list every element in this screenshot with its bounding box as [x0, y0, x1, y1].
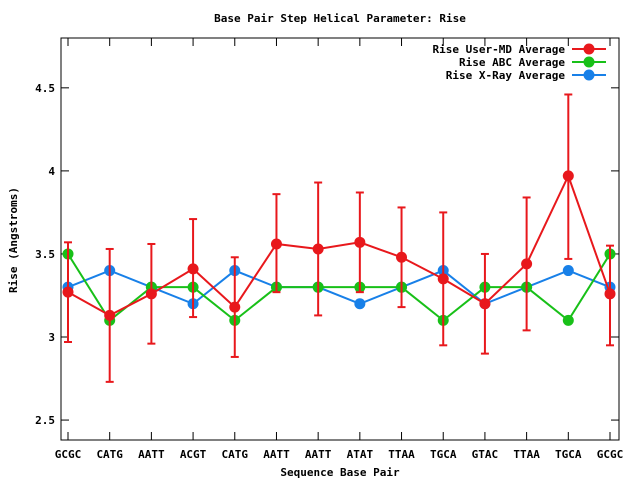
- data-point: [604, 288, 616, 300]
- data-point: [396, 251, 408, 263]
- y-axis-label: Rise (Angstroms): [7, 187, 20, 293]
- x-tick-label: ACGT: [180, 448, 207, 461]
- y-tick-label: 4: [48, 165, 55, 178]
- series-1: [62, 248, 616, 326]
- data-point: [104, 309, 116, 321]
- x-tick-label: AATT: [263, 448, 290, 461]
- x-tick-label: AATT: [138, 448, 165, 461]
- chart-title: Base Pair Step Helical Parameter: Rise: [214, 12, 466, 25]
- y-tick-label: 4.5: [35, 82, 55, 95]
- x-axis-label: Sequence Base Pair: [280, 466, 400, 479]
- legend-label: Rise User-MD Average: [433, 43, 566, 56]
- axis-ticks: 2.5 3 3.5 4 4.5 GCGC CATG AATT ACGT CATG AATT AATT A…: [35, 38, 623, 461]
- data-point: [62, 286, 74, 298]
- series-line: [67, 253, 611, 322]
- data-point: [145, 288, 157, 300]
- data-point: [562, 314, 574, 326]
- y-tick-label: 3: [48, 331, 55, 344]
- data-point: [479, 298, 491, 310]
- data-point: [187, 263, 199, 275]
- data-point: [229, 301, 241, 313]
- data-point: [312, 243, 324, 255]
- data-point: [437, 273, 449, 285]
- x-tick-label: TTAA: [513, 448, 540, 461]
- x-tick-label: TGCA: [430, 448, 457, 461]
- x-tick-label: ATAT: [347, 448, 374, 461]
- x-tick-label: GTAC: [472, 448, 499, 461]
- series-layer: [62, 93, 616, 383]
- series-line: [67, 173, 611, 317]
- x-tick-label: GCGC: [597, 448, 624, 461]
- legend-label: Rise X-Ray Average: [446, 69, 566, 82]
- legend-label: Rise ABC Average: [459, 56, 565, 69]
- x-tick-label: TGCA: [555, 448, 582, 461]
- x-tick-label: GCGC: [55, 448, 82, 461]
- data-point: [354, 236, 366, 248]
- legend-marker: [583, 69, 595, 81]
- legend-marker: [583, 43, 595, 55]
- plot-frame: [60, 37, 620, 441]
- x-tick-label: AATT: [305, 448, 332, 461]
- data-point: [562, 265, 574, 277]
- data-point: [521, 258, 533, 270]
- x-tick-label: TTAA: [388, 448, 415, 461]
- x-tick-label: CATG: [222, 448, 249, 461]
- series-0: [62, 93, 616, 383]
- data-point: [270, 238, 282, 250]
- y-tick-label: 2.5: [35, 414, 55, 427]
- x-tick-label: CATG: [96, 448, 123, 461]
- data-point: [354, 298, 366, 310]
- y-tick-label: 3.5: [35, 248, 55, 261]
- data-point: [562, 170, 574, 182]
- legend-marker: [583, 56, 595, 68]
